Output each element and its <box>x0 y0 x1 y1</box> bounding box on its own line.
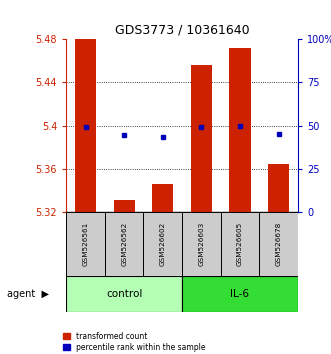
Text: GSM526605: GSM526605 <box>237 222 243 266</box>
Bar <box>66 212 105 276</box>
Bar <box>182 212 221 276</box>
Text: GSM526562: GSM526562 <box>121 222 127 266</box>
Bar <box>114 200 135 212</box>
Bar <box>152 184 173 212</box>
Bar <box>268 164 289 212</box>
Bar <box>221 212 259 276</box>
Text: agent  ▶: agent ▶ <box>7 289 49 299</box>
Text: GSM526678: GSM526678 <box>276 222 282 266</box>
Text: IL-6: IL-6 <box>230 289 250 299</box>
Bar <box>259 212 298 276</box>
Text: GSM526602: GSM526602 <box>160 222 166 266</box>
Bar <box>105 212 143 276</box>
Legend: transformed count, percentile rank within the sample: transformed count, percentile rank withi… <box>64 332 205 352</box>
Bar <box>75 39 96 212</box>
Bar <box>143 212 182 276</box>
Bar <box>191 65 212 212</box>
Text: GSM526603: GSM526603 <box>198 222 204 266</box>
Text: GSM526561: GSM526561 <box>82 222 88 266</box>
Text: control: control <box>106 289 142 299</box>
Bar <box>66 276 182 312</box>
Bar <box>182 276 298 312</box>
Title: GDS3773 / 10361640: GDS3773 / 10361640 <box>115 23 249 36</box>
Bar <box>229 47 251 212</box>
